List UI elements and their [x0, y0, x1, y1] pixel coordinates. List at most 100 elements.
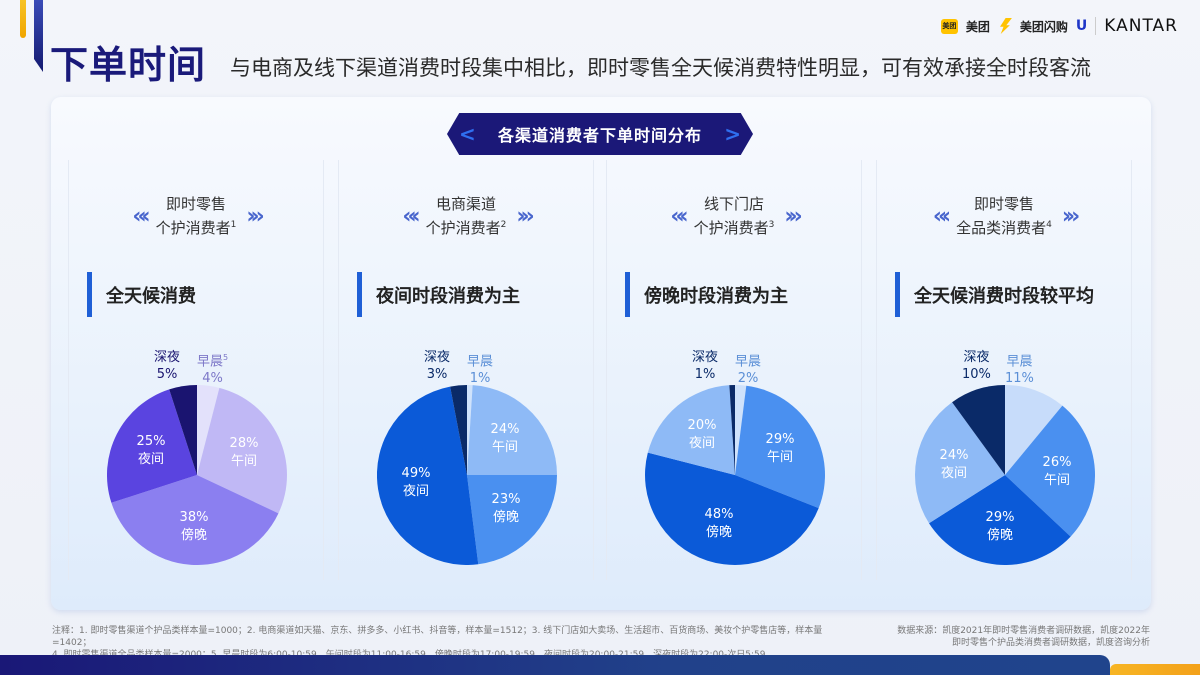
late-night-value: 5%	[156, 367, 178, 382]
title-bar: 下单时间 与电商及线下渠道消费时段集中相比，即时零售全天候消费特性明显，可有效承…	[0, 0, 1200, 95]
pie-slice	[929, 475, 1071, 565]
headline-text: 傍晚时段消费为主	[644, 285, 788, 307]
slice-label: 26% 午间	[1032, 454, 1082, 490]
panel-headline: 全天候消费	[87, 272, 196, 317]
panel-header: «‹ 即时零售 全品类消费者4 ›»	[877, 193, 1131, 239]
pie-slice	[169, 385, 197, 475]
late-night-value: 10%	[962, 367, 991, 382]
slice-value: 28%	[229, 436, 259, 451]
headline-text: 全天候消费时段较平均	[914, 285, 1094, 307]
slice-value: 38%	[179, 510, 209, 525]
panel-headline: 傍晚时段消费为主	[625, 272, 788, 317]
consumer-type: 个护消费者	[155, 218, 231, 237]
double-chevron-left-icon: «‹	[132, 203, 150, 229]
slice-label: 24% 午间	[480, 421, 530, 457]
double-chevron-right-icon: ›»	[784, 203, 802, 229]
late-night-value: 3%	[426, 367, 448, 382]
meituan-shangou-logo-text: 美团闪购	[1019, 19, 1068, 34]
page-subtitle: 与电商及线下渠道消费时段集中相比，即时零售全天候消费特性明显，可有效承接全时段客…	[230, 56, 1091, 80]
slice-value: 23%	[491, 492, 521, 507]
pie-slice	[107, 389, 197, 503]
source-line-1: 数据来源：凯度2021年即时零售消费者调研数据，凯度2022年	[897, 626, 1150, 636]
slice-label: 24% 夜间	[929, 447, 979, 483]
late-night-value: 1%	[694, 367, 716, 382]
channel-label: 即时零售 个护消费者1	[156, 194, 237, 239]
pie-slice	[915, 402, 1005, 524]
data-source: 数据来源：凯度2021年即时零售消费者调研数据，凯度2022年 即时零售个护品类…	[860, 625, 1150, 649]
slice-label: 48% 傍晚	[694, 506, 744, 542]
slice-name: 午间	[766, 450, 793, 465]
headline-text: 夜间时段消费为主	[376, 285, 520, 307]
double-chevron-right-icon: ›»	[246, 203, 264, 229]
lightning-logo-icon	[1000, 18, 1012, 34]
pie-slice	[467, 385, 557, 475]
pie-slice	[729, 385, 735, 475]
pie-chart: 深夜 1% 早晨 2% 29% 午间 48% 傍晚 20% 夜间	[607, 345, 863, 575]
pie-chart: 深夜 10% 早晨 11% 26% 午间 29% 傍晚 24% 夜间	[877, 345, 1133, 575]
channel-panel: «‹ 即时零售 个护消费者1 ›» 全天候消费 深夜 5% 早晨5 4% 28%…	[68, 160, 324, 580]
chevron-left-icon: <	[459, 122, 476, 146]
consumer-type: 个护消费者	[693, 218, 769, 237]
pie-svg	[645, 385, 825, 565]
pie-slice	[735, 385, 825, 509]
morning-label: 早晨5 4%	[197, 349, 228, 387]
pie-slice	[467, 385, 473, 475]
pie-slice	[1005, 385, 1063, 475]
slice-label: 25% 夜间	[126, 433, 176, 469]
slice-value: 24%	[490, 422, 520, 437]
morning-value: 11%	[1005, 371, 1034, 387]
slice-name: 午间	[230, 454, 257, 469]
channel-panel: «‹ 电商渠道 个护消费者2 ›» 夜间时段消费为主 深夜 3% 早晨 1% 2…	[338, 160, 594, 580]
pie-slice	[645, 452, 819, 565]
double-chevron-left-icon: «‹	[670, 203, 688, 229]
late-night-name: 深夜	[424, 350, 451, 365]
channel-panel: «‹ 即时零售 全品类消费者4 ›» 全天候消费时段较平均 深夜 10% 早晨 …	[876, 160, 1132, 580]
late-night-name: 深夜	[692, 350, 719, 365]
pie-slice	[952, 385, 1005, 475]
pie-slice	[467, 475, 557, 565]
morning-value: 2%	[737, 371, 759, 387]
channel-name: 即时零售	[165, 194, 226, 213]
logo-divider	[1095, 17, 1097, 35]
panel-header: «‹ 线下门店 个护消费者3 ›»	[607, 193, 861, 239]
late-night-name: 深夜	[154, 350, 181, 365]
slice-name: 午间	[491, 440, 518, 455]
consumer-type: 全品类消费者	[956, 218, 1047, 237]
section-banner: < 各渠道消费者下单时间分布 >	[447, 113, 753, 155]
pie-slice	[377, 386, 479, 565]
channel-name: 电商渠道	[435, 194, 496, 213]
panel-header: «‹ 即时零售 个护消费者1 ›»	[69, 193, 323, 239]
double-chevron-left-icon: «‹	[402, 203, 420, 229]
banner-title: 各渠道消费者下单时间分布	[497, 126, 702, 145]
footnote-ref: 4	[1046, 219, 1052, 230]
page-title: 下单时间	[50, 43, 207, 87]
headline-text: 全天候消费	[106, 285, 196, 307]
slice-value: 25%	[136, 434, 166, 449]
pie-chart: 深夜 5% 早晨5 4% 28% 午间 38% 傍晚 25% 夜间	[69, 345, 325, 575]
slice-name: 午间	[1043, 473, 1070, 488]
double-chevron-left-icon: «‹	[932, 203, 951, 229]
slice-label: 29% 傍晚	[975, 509, 1025, 545]
footnote-line-1: 注释：1. 即时零售渠道个护品类样本量=1000；2. 电商渠道如天猫、京东、拼…	[52, 626, 823, 648]
headline-accent-bar	[87, 272, 92, 317]
slice-name: 夜间	[137, 452, 164, 467]
headline-accent-bar	[895, 272, 900, 317]
footnote-ref: 2	[500, 219, 507, 230]
morning-value: 1%	[469, 371, 491, 387]
slice-label: 20% 夜间	[677, 417, 727, 453]
slice-name: 傍晚	[705, 525, 732, 540]
panel-header: «‹ 电商渠道 个护消费者2 ›»	[339, 193, 593, 239]
morning-footnote-ref: 5	[223, 353, 229, 362]
slice-value: 24%	[939, 448, 969, 463]
slice-label: 28% 午间	[219, 435, 269, 471]
morning-name: 早晨	[1006, 354, 1033, 370]
pie-svg	[377, 385, 557, 565]
morning-value: 4%	[202, 371, 223, 387]
slice-name: 傍晚	[986, 528, 1013, 543]
pie-slice	[1005, 405, 1095, 537]
morning-label: 早晨 1%	[467, 349, 493, 387]
double-chevron-right-icon: ›»	[516, 203, 534, 229]
partner-logos: 美团 美团 美团闪购 U KANTAR	[940, 16, 1178, 36]
morning-label: 早晨 2%	[735, 349, 761, 387]
kantar-logo: KANTAR	[1104, 16, 1178, 36]
